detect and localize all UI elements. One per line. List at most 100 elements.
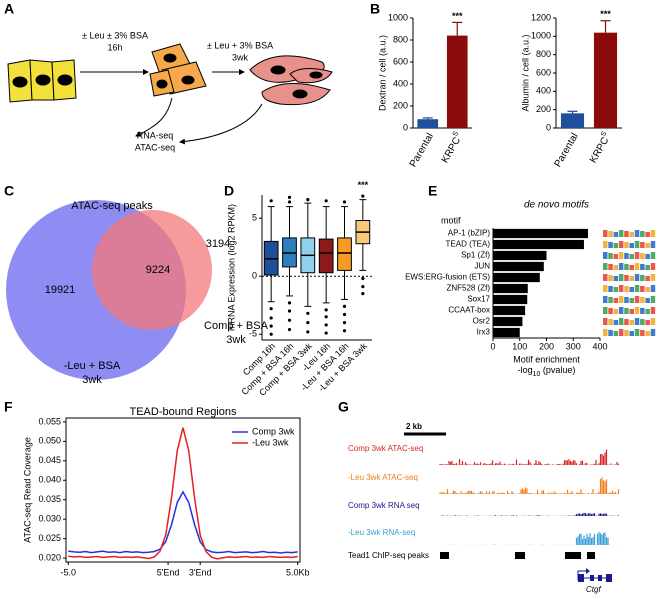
motif-logo bbox=[624, 286, 629, 292]
motif-logo bbox=[613, 298, 619, 303]
outlier bbox=[342, 329, 347, 333]
motif-logo bbox=[629, 320, 634, 325]
motif-logo bbox=[624, 231, 629, 237]
y-axis-label: Dextran / cell (a.u.) bbox=[377, 35, 387, 111]
step-label: 3wk bbox=[232, 52, 249, 62]
outlier bbox=[324, 323, 328, 327]
x-tick-label: 100 bbox=[512, 341, 527, 351]
motif-logo bbox=[634, 274, 640, 281]
annotation: *** bbox=[358, 180, 369, 190]
line bbox=[68, 427, 298, 560]
y-tick-label: Irx3 bbox=[477, 328, 491, 337]
bar bbox=[446, 35, 468, 128]
motif-logo bbox=[645, 243, 650, 248]
outlier bbox=[306, 330, 310, 334]
motif-logo bbox=[613, 254, 619, 259]
motif-logo bbox=[613, 276, 619, 281]
y-tick-label: 0.055 bbox=[38, 416, 61, 426]
category-sup: S bbox=[452, 130, 461, 138]
motif-logo bbox=[613, 309, 619, 314]
motif-logo bbox=[603, 285, 608, 292]
y-tick-label: 0.030 bbox=[38, 514, 61, 524]
motif-logo bbox=[603, 230, 608, 237]
motif-logo bbox=[645, 276, 650, 281]
pink-cells bbox=[249, 55, 333, 106]
motif-logo bbox=[603, 274, 608, 281]
track-label: -Leu 3wk RNA-seq bbox=[348, 528, 415, 537]
y-tick-label: 600 bbox=[536, 67, 551, 77]
category-text: Parental bbox=[407, 131, 435, 169]
y-axis-label: Albumin / cell (a.u.) bbox=[520, 34, 530, 111]
outlier bbox=[306, 311, 310, 315]
motif-logo bbox=[629, 254, 634, 259]
motif-logo bbox=[608, 319, 613, 325]
motif-logo bbox=[650, 307, 656, 314]
track-label: Comp 3wk ATAC-seq bbox=[348, 444, 423, 453]
bar bbox=[493, 239, 584, 250]
motif-logo bbox=[603, 252, 608, 259]
box bbox=[337, 237, 352, 271]
motif-logo bbox=[640, 286, 645, 292]
x-tick-label: -5.0 bbox=[61, 567, 77, 577]
motif-logo bbox=[640, 275, 645, 281]
category-sup: S bbox=[600, 130, 609, 138]
y-tick-label: Osr2 bbox=[473, 317, 491, 326]
motif-logo bbox=[640, 330, 645, 336]
motif-logo bbox=[624, 253, 629, 259]
motif-logo bbox=[624, 319, 629, 325]
motif-logo bbox=[624, 275, 629, 281]
motif-logo bbox=[634, 329, 640, 336]
chart-title: TEAD-bound Regions bbox=[129, 406, 237, 418]
assay-label: RNA-seq bbox=[137, 130, 174, 140]
outlier bbox=[269, 324, 273, 328]
outlier bbox=[324, 315, 328, 319]
motif-logo bbox=[650, 241, 656, 248]
x-tick-label: Parental bbox=[552, 131, 580, 169]
outlier bbox=[269, 307, 273, 311]
y-tick-label: 400 bbox=[536, 86, 551, 96]
track-label: Comp 3wk RNA seq bbox=[348, 501, 420, 510]
plot-frame bbox=[65, 417, 301, 563]
y-tick-label: 5 bbox=[252, 213, 257, 223]
motif-logo bbox=[634, 296, 640, 303]
x-tick-label: 200 bbox=[539, 341, 554, 351]
motif-logo bbox=[613, 331, 619, 336]
diagram: ± Leu ± 3% BSA 16h ± Leu + 3% BSA 3wk RN… bbox=[7, 30, 333, 152]
motif-logo bbox=[645, 331, 650, 336]
box bbox=[318, 238, 334, 274]
motif-logo bbox=[629, 287, 634, 292]
venn-set-label: 3wk bbox=[82, 374, 102, 386]
y-tick-label: 0.025 bbox=[38, 533, 61, 543]
bar bbox=[493, 228, 588, 239]
motif-logo bbox=[645, 309, 650, 314]
motif-logo bbox=[634, 307, 640, 314]
x-tick-label: 300 bbox=[566, 341, 581, 351]
y-tick-label: 0 bbox=[403, 122, 408, 132]
motif-logo bbox=[640, 264, 645, 270]
motif-logo bbox=[624, 242, 629, 248]
gene-model bbox=[577, 568, 612, 582]
arrow bbox=[179, 103, 263, 145]
motif-logo bbox=[603, 329, 608, 336]
motif-logo bbox=[629, 243, 634, 248]
panel-label: A bbox=[4, 1, 14, 17]
motif-logo bbox=[618, 252, 624, 259]
motif-logo bbox=[629, 309, 634, 314]
x-axis-label: Motif enrichment bbox=[513, 354, 580, 364]
motif-logo bbox=[634, 241, 640, 248]
motif-logo bbox=[629, 265, 634, 270]
motif-logo bbox=[634, 230, 640, 237]
step-label: ± Leu + 3% BSA bbox=[207, 40, 273, 50]
motif-logo bbox=[618, 274, 624, 281]
track-label: Tead1 ChIP-seq peaks bbox=[348, 551, 429, 560]
x-tick-label: 3'End bbox=[189, 567, 212, 577]
motif-logo bbox=[650, 318, 656, 325]
outlier bbox=[306, 198, 310, 202]
track-label: -Leu 3wk ATAC-seq bbox=[348, 473, 418, 482]
bar bbox=[417, 119, 439, 128]
motif-logo bbox=[640, 242, 645, 248]
motif-logo bbox=[608, 242, 613, 248]
y-tick-label: 200 bbox=[536, 104, 551, 114]
y-tick-label: ZNF528 (Zf) bbox=[446, 284, 490, 293]
